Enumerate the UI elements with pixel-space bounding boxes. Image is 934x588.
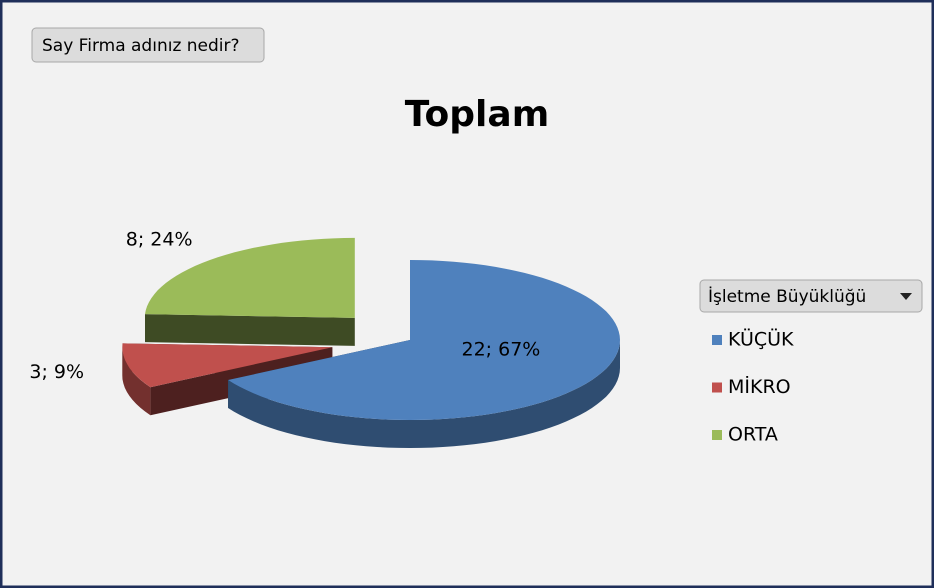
legend-label: KÜÇÜK bbox=[728, 328, 794, 351]
legend-swatch bbox=[712, 335, 722, 345]
legend-label: ORTA bbox=[728, 424, 778, 446]
data-label: 3; 9% bbox=[29, 361, 84, 383]
pie-wall bbox=[122, 347, 151, 416]
data-label: 8; 24% bbox=[126, 228, 193, 250]
field-button-label: Say Firma adınız nedir? bbox=[42, 36, 240, 56]
pie-slice bbox=[145, 237, 355, 318]
legend-filter[interactable] bbox=[699, 279, 923, 313]
pie-wall bbox=[228, 340, 620, 448]
pie-side bbox=[145, 314, 355, 346]
legend-swatch bbox=[712, 430, 722, 440]
legend-swatch bbox=[712, 382, 722, 393]
legend-label: MİKRO bbox=[728, 375, 791, 398]
pie-slice bbox=[228, 260, 620, 420]
data-label: 22; 67% bbox=[462, 339, 541, 361]
dropdown-arrow bbox=[900, 293, 912, 300]
chart-title: Toplam bbox=[405, 94, 549, 135]
field-button[interactable] bbox=[31, 27, 265, 63]
legend-title: İşletme Büyüklüğü bbox=[708, 286, 866, 307]
pie-slice bbox=[122, 343, 333, 388]
